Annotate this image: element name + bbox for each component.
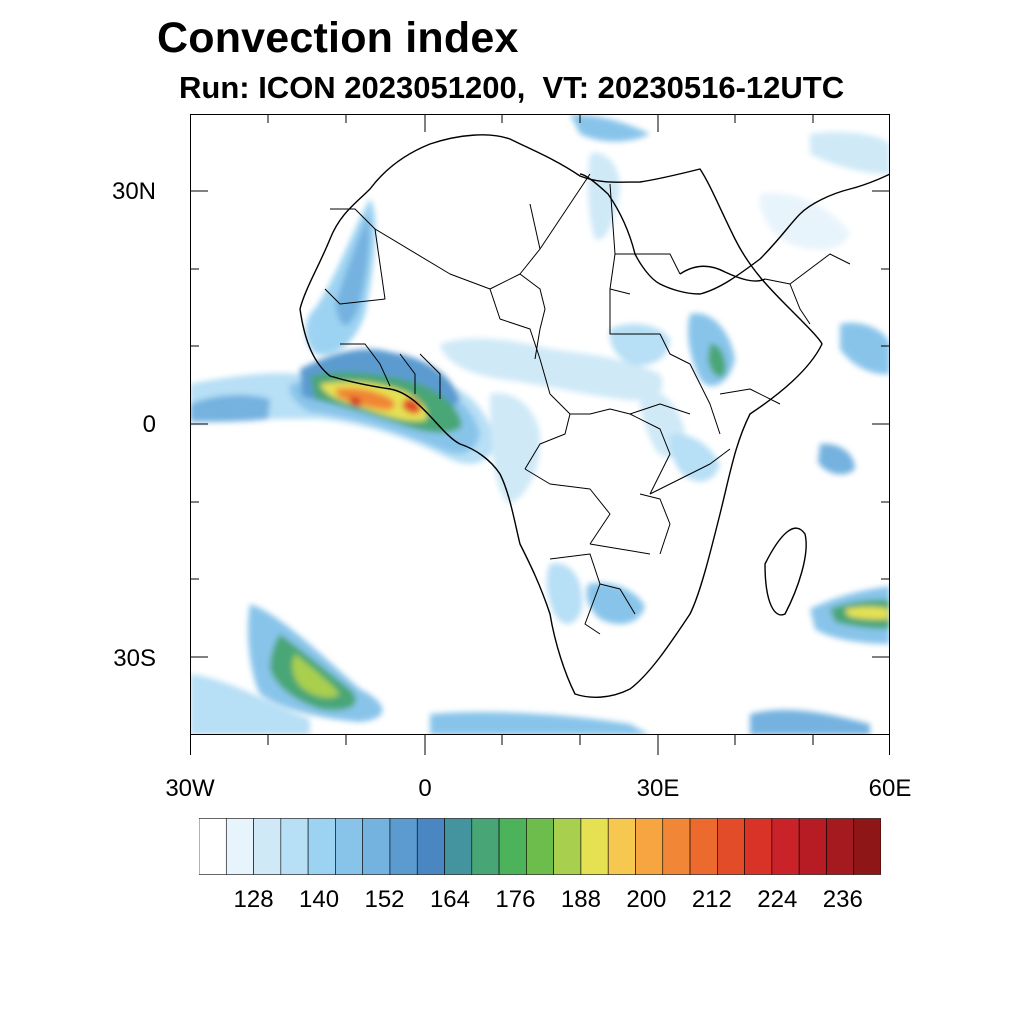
lon-label-30e: 30E xyxy=(636,775,680,802)
colorbar-swatch xyxy=(526,818,554,875)
colorbar-swatch xyxy=(253,818,282,875)
lon-label-60e: 60E xyxy=(868,775,912,802)
colorbar-swatch xyxy=(635,818,664,875)
country-borders xyxy=(324,173,851,635)
axis-ticks xyxy=(190,114,890,658)
colorbar-swatch xyxy=(307,818,336,875)
colorbar-swatch xyxy=(498,818,527,875)
lon-label-0: 0 xyxy=(418,775,432,802)
colorbar-swatch xyxy=(389,818,418,875)
colorbar-swatch xyxy=(335,818,363,875)
colorbar-swatch xyxy=(280,818,309,875)
colorbar-swatch xyxy=(199,818,227,875)
colorbar-label: 140 xyxy=(299,886,340,913)
colorbar-swatch xyxy=(662,818,691,875)
map-canvas xyxy=(190,114,890,735)
colorbar-swatch xyxy=(416,818,445,875)
colorbar-label: 176 xyxy=(495,886,536,913)
colorbar-swatch xyxy=(444,818,473,875)
colorbar-swatch xyxy=(225,818,254,875)
colorbar-label: 200 xyxy=(626,886,667,913)
map-panel xyxy=(190,114,890,735)
coastlines xyxy=(299,134,890,698)
colorbar-swatch xyxy=(853,818,881,875)
colorbar-swatch xyxy=(744,818,773,875)
colorbar-swatch xyxy=(717,818,745,875)
colorbar-label: 212 xyxy=(691,886,732,913)
colorbar xyxy=(199,818,881,875)
colorbar-swatch xyxy=(826,818,855,875)
colorbar-swatch xyxy=(362,818,391,875)
colorbar-label: 152 xyxy=(364,886,405,913)
chart-subtitle: Run: ICON 2023051200, VT: 20230516-12UTC xyxy=(179,70,845,105)
bottom-ticks xyxy=(190,735,890,755)
colorbar-label: 224 xyxy=(757,886,798,913)
colorbar-swatch xyxy=(580,818,609,875)
lat-label-30s: 30S xyxy=(113,645,156,672)
colorbar-label: 236 xyxy=(822,886,863,913)
lat-label-0: 0 xyxy=(142,411,156,438)
colorbar-swatch xyxy=(607,818,636,875)
colorbar-swatch xyxy=(689,818,718,875)
colorbar-swatch xyxy=(553,818,582,875)
colorbar-swatch xyxy=(471,818,500,875)
lon-label-30w: 30W xyxy=(165,775,215,802)
convection-field xyxy=(190,114,890,735)
colorbar-swatch xyxy=(798,818,827,875)
colorbar-label: 164 xyxy=(429,886,470,913)
lat-label-30n: 30N xyxy=(111,178,156,205)
map-border xyxy=(190,114,890,735)
colorbar-swatch xyxy=(771,818,800,875)
colorbar-label: 128 xyxy=(233,886,274,913)
chart-title: Convection index xyxy=(157,14,519,62)
colorbar-label: 188 xyxy=(560,886,601,913)
